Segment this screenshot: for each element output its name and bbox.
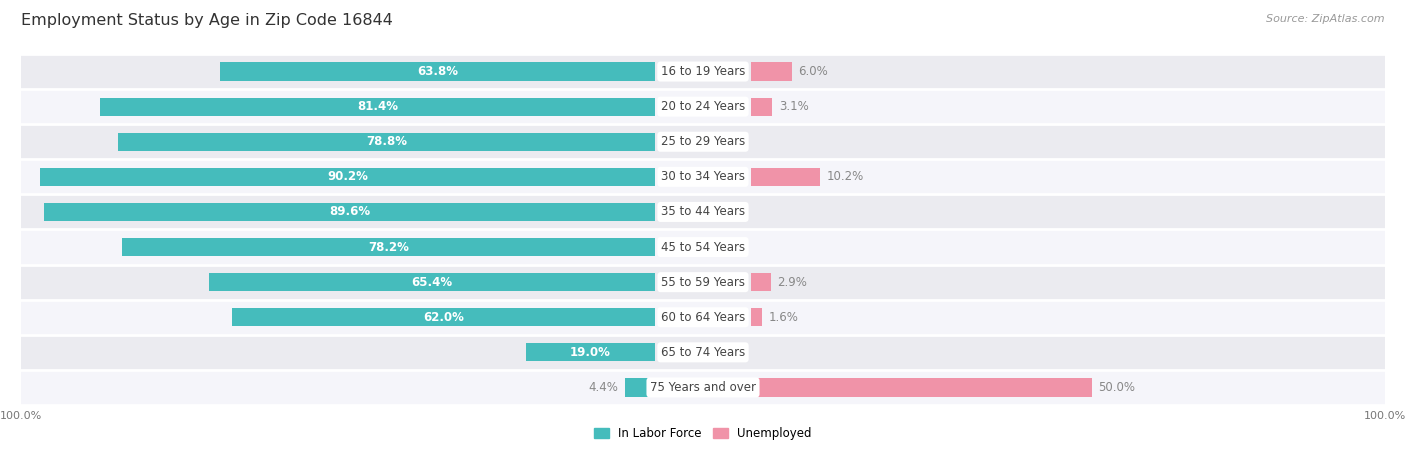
Text: 55 to 59 Years: 55 to 59 Years: [661, 276, 745, 288]
Text: 4.4%: 4.4%: [589, 381, 619, 394]
Text: 1.6%: 1.6%: [769, 311, 799, 324]
Bar: [41, 168, 655, 186]
Bar: [118, 133, 655, 151]
Text: Source: ZipAtlas.com: Source: ZipAtlas.com: [1267, 14, 1385, 23]
Bar: [21, 89, 1385, 124]
Text: 78.2%: 78.2%: [368, 241, 409, 253]
Bar: [526, 343, 655, 361]
Bar: [751, 98, 772, 116]
Text: 62.0%: 62.0%: [423, 311, 464, 324]
Bar: [209, 273, 655, 291]
Legend: In Labor Force, Unemployed: In Labor Force, Unemployed: [589, 422, 817, 445]
Bar: [751, 378, 1091, 396]
Text: 81.4%: 81.4%: [357, 100, 398, 113]
Bar: [21, 335, 1385, 370]
Text: 6.0%: 6.0%: [799, 65, 828, 78]
Text: 89.6%: 89.6%: [329, 206, 370, 218]
Text: 75 Years and over: 75 Years and over: [650, 381, 756, 394]
Text: 20 to 24 Years: 20 to 24 Years: [661, 100, 745, 113]
Text: 2.9%: 2.9%: [778, 276, 807, 288]
Text: 78.8%: 78.8%: [366, 135, 408, 148]
Text: Employment Status by Age in Zip Code 16844: Employment Status by Age in Zip Code 168…: [21, 14, 392, 28]
Text: 25 to 29 Years: 25 to 29 Years: [661, 135, 745, 148]
Bar: [751, 308, 762, 326]
Bar: [44, 203, 655, 221]
Bar: [21, 230, 1385, 265]
Text: 60 to 64 Years: 60 to 64 Years: [661, 311, 745, 324]
Bar: [751, 273, 770, 291]
Text: 3.1%: 3.1%: [779, 100, 808, 113]
Bar: [21, 265, 1385, 300]
Text: 90.2%: 90.2%: [328, 171, 368, 183]
Bar: [751, 168, 820, 186]
Text: 16 to 19 Years: 16 to 19 Years: [661, 65, 745, 78]
Bar: [21, 159, 1385, 194]
Bar: [100, 98, 655, 116]
Text: 35 to 44 Years: 35 to 44 Years: [661, 206, 745, 218]
Text: 45 to 54 Years: 45 to 54 Years: [661, 241, 745, 253]
Text: 10.2%: 10.2%: [827, 171, 865, 183]
Bar: [221, 63, 655, 81]
Text: 65.4%: 65.4%: [412, 276, 453, 288]
Bar: [21, 194, 1385, 230]
Bar: [751, 63, 792, 81]
Bar: [21, 54, 1385, 89]
Text: 65 to 74 Years: 65 to 74 Years: [661, 346, 745, 359]
Bar: [232, 308, 655, 326]
Text: 30 to 34 Years: 30 to 34 Years: [661, 171, 745, 183]
Bar: [21, 300, 1385, 335]
Text: 63.8%: 63.8%: [418, 65, 458, 78]
Bar: [122, 238, 655, 256]
Bar: [21, 370, 1385, 405]
Bar: [626, 378, 655, 396]
Text: 19.0%: 19.0%: [569, 346, 612, 359]
Text: 50.0%: 50.0%: [1098, 381, 1136, 394]
Bar: [21, 124, 1385, 159]
